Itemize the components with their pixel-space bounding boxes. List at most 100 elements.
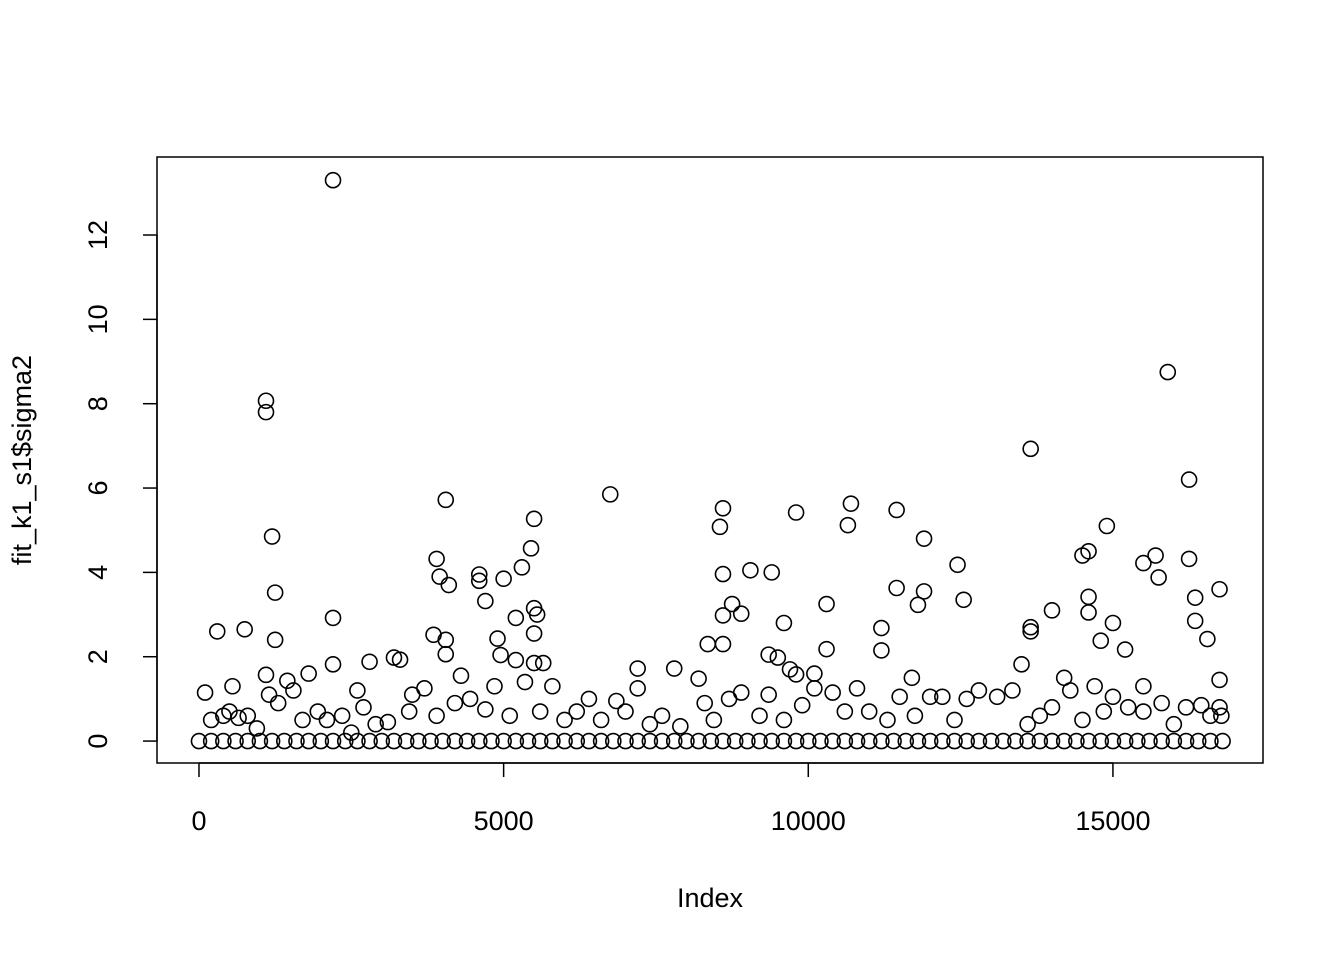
point xyxy=(239,707,257,725)
point xyxy=(915,530,933,547)
plot-box xyxy=(156,156,1264,764)
point xyxy=(909,732,927,750)
point xyxy=(221,703,238,720)
point xyxy=(806,665,823,682)
point xyxy=(592,732,610,750)
point xyxy=(422,732,439,750)
point xyxy=(699,635,717,653)
point xyxy=(888,501,905,519)
point xyxy=(1086,677,1103,695)
point xyxy=(742,561,759,579)
point xyxy=(437,645,455,663)
point xyxy=(470,732,488,750)
point xyxy=(1159,363,1177,381)
point xyxy=(839,516,857,534)
point xyxy=(824,684,841,701)
point xyxy=(714,607,732,624)
point xyxy=(629,680,646,697)
point xyxy=(367,715,384,733)
point xyxy=(1135,554,1152,572)
point xyxy=(1080,543,1097,560)
point xyxy=(452,667,470,685)
point xyxy=(224,677,241,695)
point xyxy=(300,732,317,750)
point xyxy=(806,680,823,697)
point xyxy=(836,732,854,750)
point xyxy=(714,635,732,653)
point xyxy=(934,732,951,750)
point xyxy=(1019,715,1036,733)
point xyxy=(1061,682,1079,699)
point xyxy=(580,690,598,708)
point xyxy=(906,707,924,725)
point xyxy=(988,688,1006,706)
point xyxy=(477,592,494,610)
point xyxy=(470,572,488,590)
point xyxy=(1186,589,1204,606)
point xyxy=(312,732,330,750)
point xyxy=(208,623,226,640)
point xyxy=(769,649,787,666)
point xyxy=(269,694,287,712)
point xyxy=(1104,688,1122,706)
point xyxy=(379,713,397,731)
point xyxy=(525,510,543,528)
point xyxy=(288,732,305,750)
point xyxy=(739,732,756,750)
point xyxy=(690,732,707,750)
point xyxy=(236,621,253,638)
point xyxy=(836,703,854,720)
point xyxy=(336,732,354,750)
point xyxy=(873,619,890,637)
point xyxy=(202,732,220,750)
point xyxy=(702,732,720,750)
point xyxy=(1177,732,1195,750)
point xyxy=(507,609,525,627)
point xyxy=(1202,732,1219,750)
point xyxy=(1211,699,1228,716)
point xyxy=(665,660,683,677)
point xyxy=(982,732,1000,750)
point xyxy=(842,495,860,512)
point xyxy=(507,732,525,750)
point xyxy=(955,591,972,609)
point xyxy=(653,707,671,725)
point xyxy=(726,732,744,750)
point xyxy=(1150,569,1167,586)
point xyxy=(266,631,284,649)
point xyxy=(361,653,378,671)
point xyxy=(501,707,519,725)
point xyxy=(949,556,966,574)
point xyxy=(248,720,266,737)
point xyxy=(1022,623,1039,640)
point xyxy=(848,680,866,697)
point xyxy=(617,703,634,720)
point xyxy=(714,732,732,750)
point xyxy=(202,711,220,729)
point xyxy=(690,670,707,687)
point xyxy=(531,703,549,720)
point xyxy=(873,732,890,750)
point xyxy=(824,732,841,750)
point xyxy=(300,665,317,682)
point xyxy=(410,732,427,750)
point xyxy=(544,732,561,750)
point xyxy=(440,576,458,594)
point xyxy=(1043,602,1061,619)
point xyxy=(492,646,509,664)
point xyxy=(605,732,622,750)
point xyxy=(970,682,988,699)
y-tick-label: 2 xyxy=(83,649,113,664)
point xyxy=(285,682,302,699)
point xyxy=(760,686,777,703)
point xyxy=(1202,707,1219,725)
point xyxy=(641,715,659,733)
point xyxy=(1019,732,1036,750)
point xyxy=(400,703,418,720)
point xyxy=(751,732,768,750)
point xyxy=(812,732,829,750)
point xyxy=(711,518,729,536)
point xyxy=(1031,707,1049,725)
point xyxy=(848,732,866,750)
